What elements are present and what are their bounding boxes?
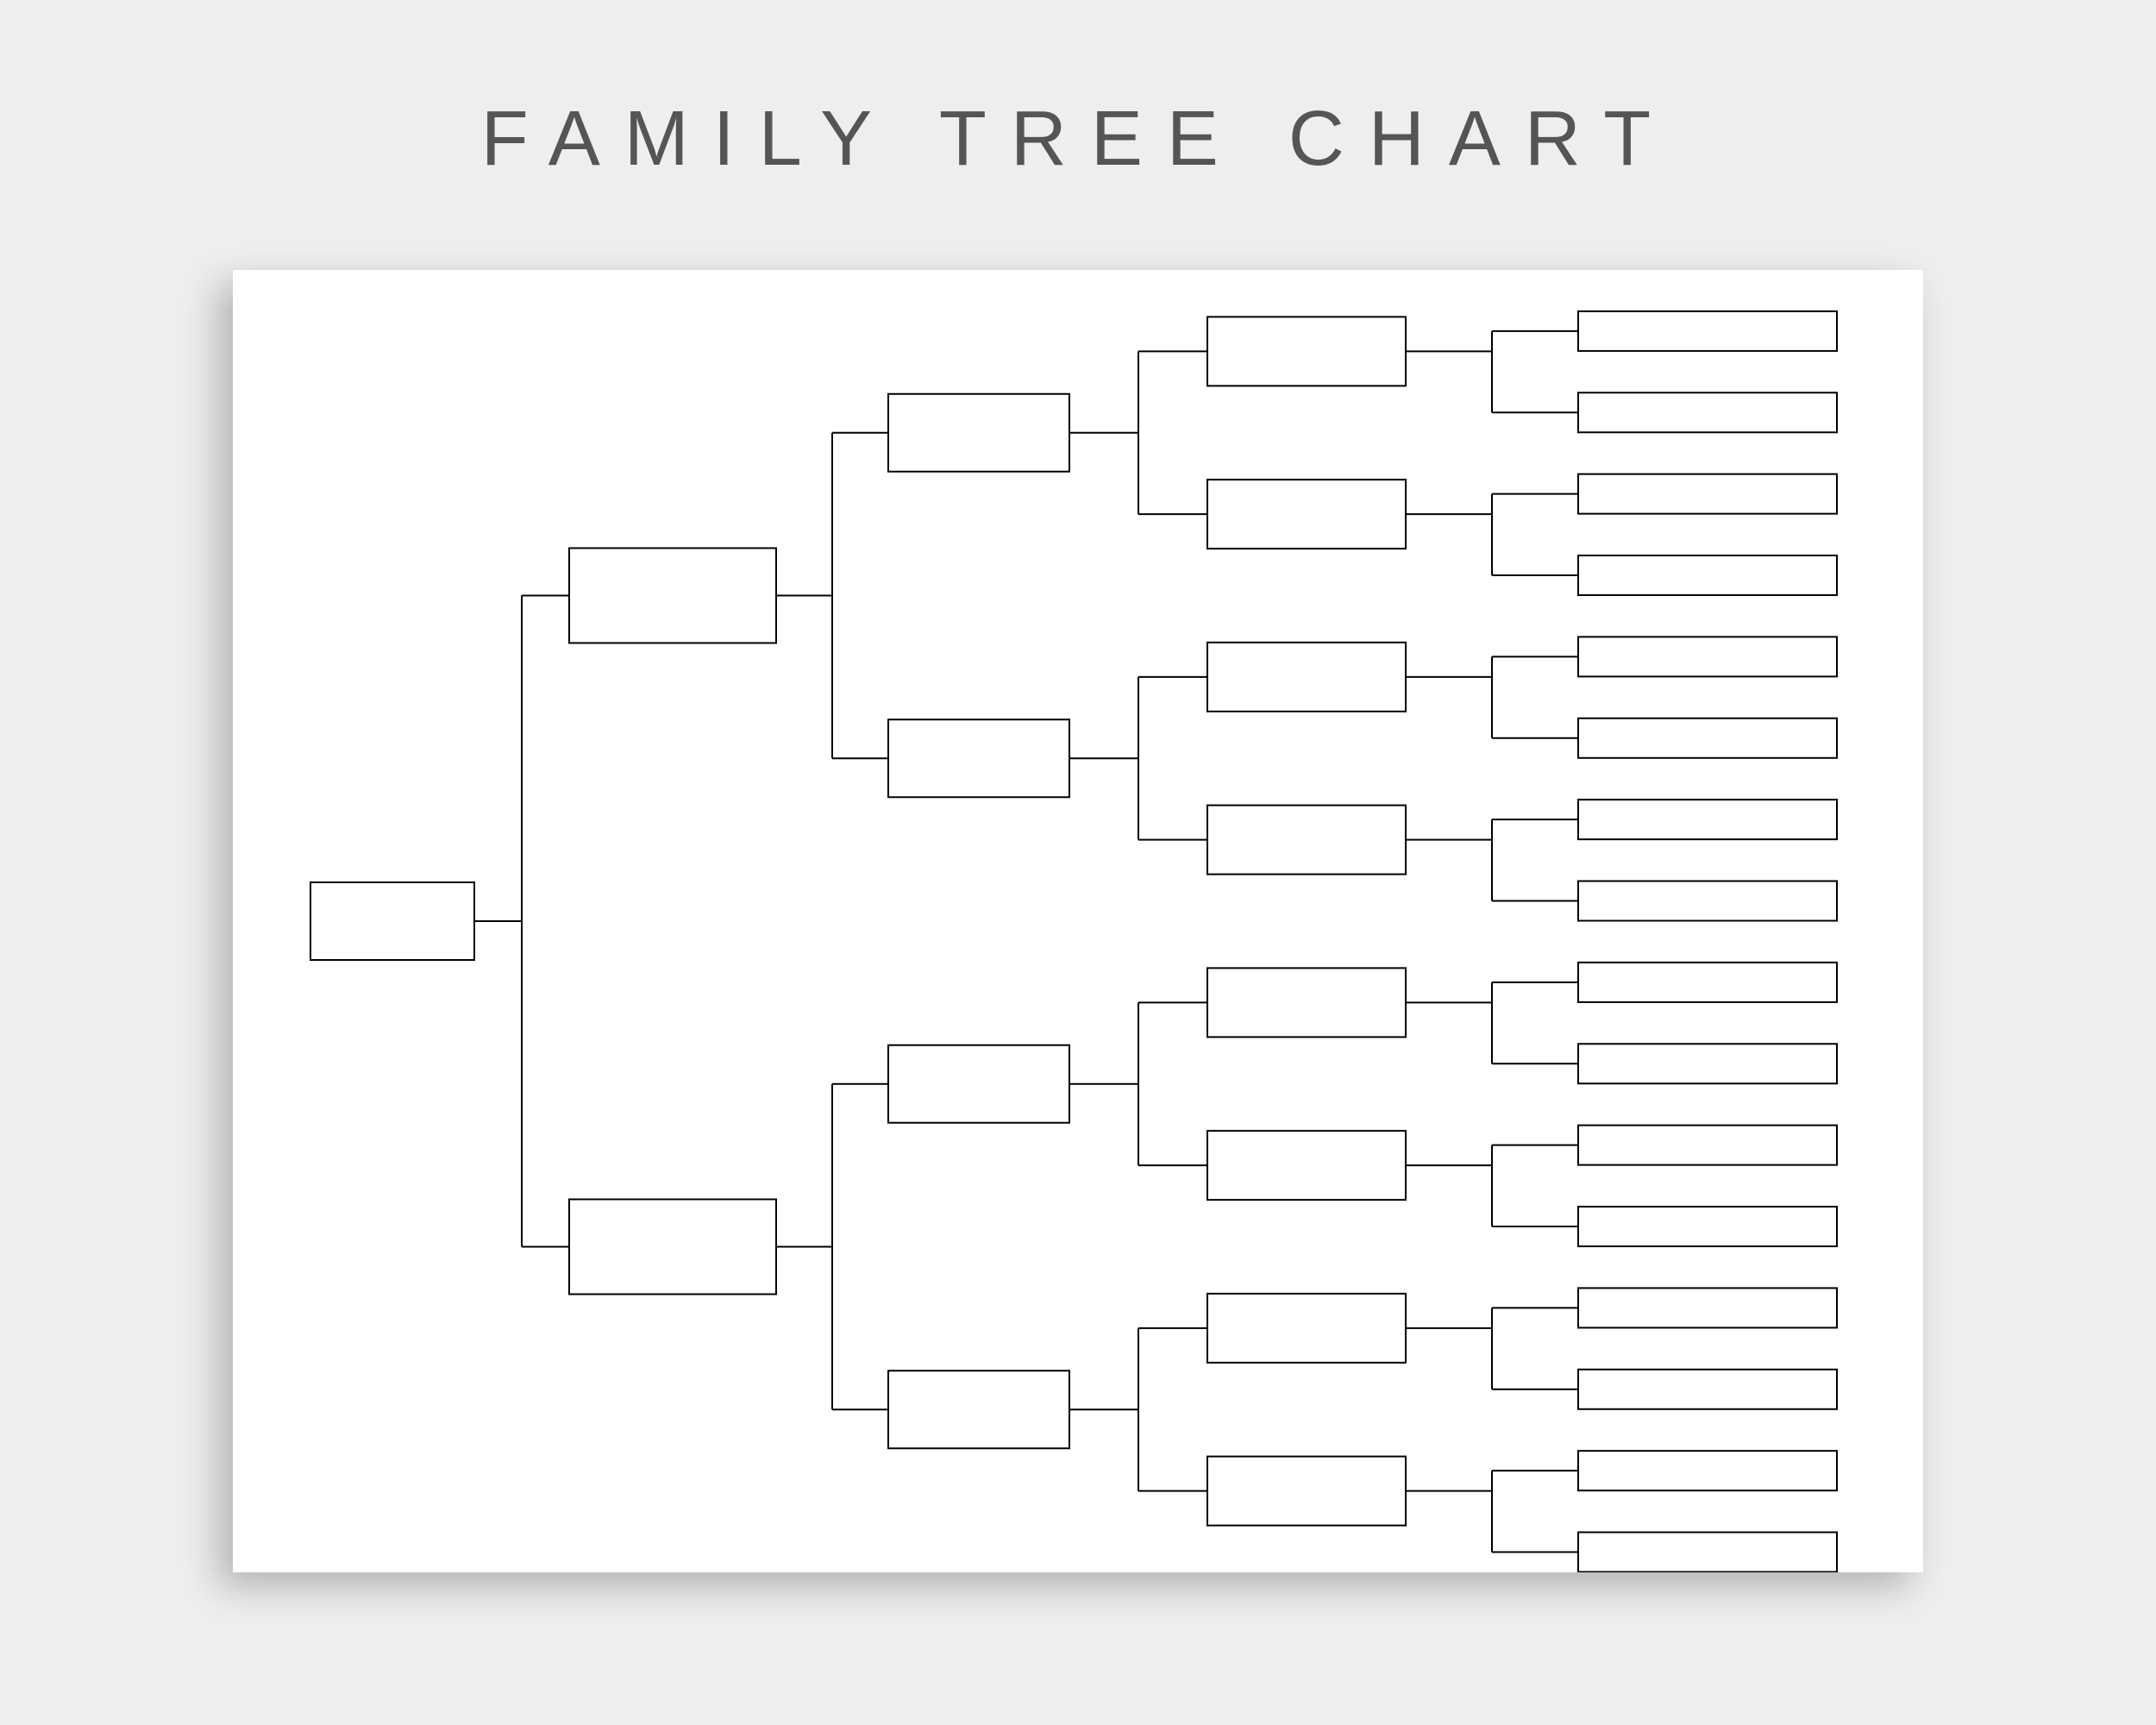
tree-box-gen3-idx1 [888, 394, 1069, 472]
tree-box-gen5-idx5 [1578, 637, 1837, 676]
family-tree-diagram [233, 270, 1923, 1572]
tree-box-gen3-idx2 [888, 719, 1069, 797]
tree-box-gen5-idx4 [1578, 555, 1837, 595]
tree-box-gen3-idx3 [888, 1045, 1069, 1123]
tree-box-gen5-idx1 [1578, 311, 1837, 351]
tree-box-gen5-idx8 [1578, 881, 1837, 921]
tree-box-gen3-idx4 [888, 1371, 1069, 1448]
tree-box-gen5-idx3 [1578, 474, 1837, 514]
tree-box-gen5-idx12 [1578, 1207, 1837, 1246]
tree-box-gen5-idx15 [1578, 1451, 1837, 1490]
tree-box-gen4-idx2 [1207, 480, 1406, 549]
tree-box-gen5-idx7 [1578, 800, 1837, 839]
tree-box-gen4-idx5 [1207, 968, 1406, 1037]
tree-box-gen4-idx8 [1207, 1457, 1406, 1526]
tree-box-gen1-idx1 [310, 882, 474, 960]
tree-box-gen2-idx2 [569, 1200, 776, 1295]
tree-box-gen5-idx14 [1578, 1370, 1837, 1409]
tree-box-gen5-idx11 [1578, 1126, 1837, 1165]
tree-box-gen2-idx1 [569, 549, 776, 643]
tree-box-gen5-idx13 [1578, 1288, 1837, 1327]
tree-box-gen4-idx3 [1207, 643, 1406, 712]
tree-box-gen4-idx7 [1207, 1294, 1406, 1363]
chart-sheet [233, 270, 1923, 1572]
tree-box-gen5-idx10 [1578, 1044, 1837, 1083]
tree-box-gen5-idx6 [1578, 718, 1837, 758]
page-title: FAMILY TREE CHART [481, 95, 1676, 184]
sheet-container [233, 270, 1923, 1572]
tree-box-gen4-idx4 [1207, 806, 1406, 875]
tree-box-gen5-idx2 [1578, 392, 1837, 432]
tree-box-gen5-idx9 [1578, 963, 1837, 1002]
tree-box-gen4-idx6 [1207, 1131, 1406, 1200]
tree-box-gen5-idx16 [1578, 1533, 1837, 1572]
tree-box-gen4-idx1 [1207, 317, 1406, 386]
